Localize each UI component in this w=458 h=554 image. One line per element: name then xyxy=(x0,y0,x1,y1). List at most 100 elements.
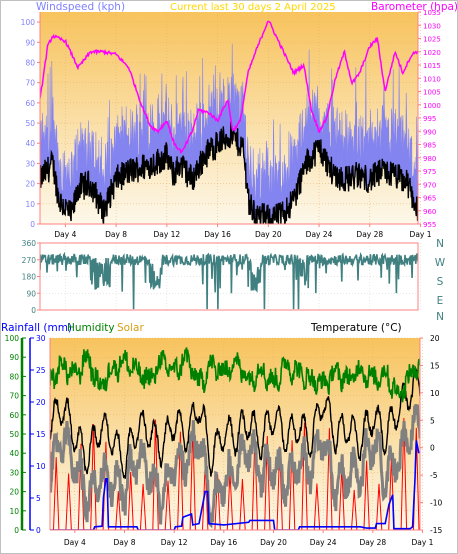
barometer-tick-label: 1035 xyxy=(423,9,441,17)
windspeed-tick-label: 20 xyxy=(25,180,35,189)
windspeed-series xyxy=(40,121,418,224)
rain-tick-label: 10 xyxy=(36,462,46,471)
top-x-tick-label: Day 1 xyxy=(410,230,432,239)
humidity-tick-label: 40 xyxy=(9,449,19,458)
humidity-tick-label: 100 xyxy=(5,334,20,343)
temperature-tick-label: -10 xyxy=(430,499,442,508)
bottom-x-tick-label: Day 24 xyxy=(310,538,337,547)
temperature-tick-label: -5 xyxy=(430,471,438,480)
windspeed-tick-label: 30 xyxy=(25,159,35,168)
top-x-tick-label: Day 24 xyxy=(306,230,333,239)
bottom-x-tick-label: Day 1 xyxy=(411,538,433,547)
rain-tick-label: 5 xyxy=(36,494,41,503)
top-panel-series xyxy=(40,20,418,224)
rain-tick-label: 25 xyxy=(36,366,46,375)
barometer-series xyxy=(40,20,418,154)
bottom-x-tick-label: Day 4 xyxy=(64,538,86,547)
wind-direction-series xyxy=(40,251,418,310)
compass-label-n: N xyxy=(436,311,444,323)
barometer-tick-label: 1025 xyxy=(423,36,441,44)
temperature-tick-label: 10 xyxy=(430,389,440,398)
humidity-tick-label: 50 xyxy=(9,430,19,439)
temperature-series xyxy=(50,364,420,479)
barometer-tick-label: 965 xyxy=(423,195,436,203)
rain-tick-label: 20 xyxy=(36,398,46,407)
windspeed-tick-label: 90 xyxy=(25,38,35,47)
top-x-tick-label: Day 8 xyxy=(105,230,127,239)
barometer-tick-label: 990 xyxy=(423,128,436,136)
temperature-tick-label: 20 xyxy=(430,334,440,343)
compass-label-e: E xyxy=(437,295,444,307)
humidity-tick-label: 10 xyxy=(9,507,19,516)
humidity-tick-label: 80 xyxy=(9,372,19,381)
dew-point-series xyxy=(50,404,420,529)
humidity-tick-label: 70 xyxy=(9,392,19,401)
temperature-tick-label: -15 xyxy=(430,526,442,535)
bottom-panel-series xyxy=(50,347,420,530)
rain-tick-label: 0 xyxy=(36,526,41,535)
direction-tick-label: 180 xyxy=(22,273,37,282)
direction-panel-series xyxy=(40,251,418,310)
barometer-tick-label: 960 xyxy=(423,208,436,216)
barometer-tick-label: 985 xyxy=(423,142,436,150)
compass-label-w: W xyxy=(435,257,446,269)
compass-label-s: S xyxy=(437,276,444,288)
bottom-x-tick-label: Day 20 xyxy=(260,538,287,547)
barometer-tick-label: 970 xyxy=(423,181,436,189)
direction-tick-label: 90 xyxy=(26,289,36,298)
rainfall-axis-title: Rainfall (mm) xyxy=(1,322,72,334)
windspeed-tick-label: 50 xyxy=(25,119,35,128)
rain-tick-label: 15 xyxy=(36,430,46,439)
top-panel-axes: 0102030405060708090100955960965970975980… xyxy=(21,9,441,239)
humidity-series xyxy=(50,347,420,403)
humidity-axis-title: Humidity xyxy=(67,322,115,334)
bottom-x-tick-label: Day 28 xyxy=(359,538,386,547)
temperature-tick-label: 15 xyxy=(430,361,440,370)
humidity-tick-label: 0 xyxy=(14,526,19,535)
humidity-tick-label: 30 xyxy=(9,468,19,477)
barometer-tick-label: 1005 xyxy=(423,89,441,97)
windspeed-tick-label: 80 xyxy=(25,58,35,67)
humidity-tick-label: 60 xyxy=(9,411,19,420)
barometer-tick-label: 1000 xyxy=(423,102,441,110)
top-x-tick-label: Day 4 xyxy=(54,230,76,239)
solar-axis-title: Solar xyxy=(117,322,144,334)
barometer-tick-label: 1010 xyxy=(423,75,441,83)
windspeed-tick-label: 40 xyxy=(25,139,35,148)
direction-tick-label: 360 xyxy=(22,239,37,248)
windspeed-tick-label: 10 xyxy=(25,200,35,209)
barometer-tick-label: 955 xyxy=(423,221,436,229)
direction-tick-label: 270 xyxy=(22,256,37,265)
windspeed-tick-label: 100 xyxy=(21,18,36,27)
humidity-tick-label: 20 xyxy=(9,488,19,497)
humidity-tick-label: 90 xyxy=(9,353,19,362)
bottom-x-tick-label: Day 12 xyxy=(161,538,188,547)
temperature-tick-label: 5 xyxy=(430,416,435,425)
barometer-tick-label: 1030 xyxy=(423,22,441,30)
barometer-tick-label: 1020 xyxy=(423,49,441,57)
barometer-axis-title: Barometer (hpa) xyxy=(371,1,458,13)
bottom-panel-axes: 0102030405060708090100051015202530-15-10… xyxy=(5,334,443,547)
barometer-tick-label: 975 xyxy=(423,168,436,176)
bottom-x-tick-label: Day 16 xyxy=(210,538,237,547)
top-x-tick-label: Day 28 xyxy=(356,230,383,239)
windspeed-tick-label: 60 xyxy=(25,99,35,108)
temperature-axis-title: Temperature (°C) xyxy=(310,322,402,334)
top-x-tick-label: Day 20 xyxy=(255,230,282,239)
compass-label-n: N xyxy=(436,238,444,250)
windspeed-axis-title: Windspeed (kph) xyxy=(36,1,125,13)
barometer-tick-label: 980 xyxy=(423,155,436,163)
barometer-tick-label: 1015 xyxy=(423,62,441,70)
top-x-tick-label: Day 16 xyxy=(204,230,231,239)
barometer-tick-label: 995 xyxy=(423,115,436,123)
bottom-x-tick-label: Day 8 xyxy=(114,538,136,547)
top-x-tick-label: Day 12 xyxy=(153,230,180,239)
rainfall-series xyxy=(50,440,420,530)
temperature-tick-label: 0 xyxy=(430,444,435,453)
chart-title: Current last 30 days 2 April 2025 xyxy=(170,2,336,13)
rain-tick-label: 30 xyxy=(36,334,46,343)
windspeed-tick-label: 70 xyxy=(25,79,35,88)
windspeed-tick-label: 0 xyxy=(30,220,35,229)
